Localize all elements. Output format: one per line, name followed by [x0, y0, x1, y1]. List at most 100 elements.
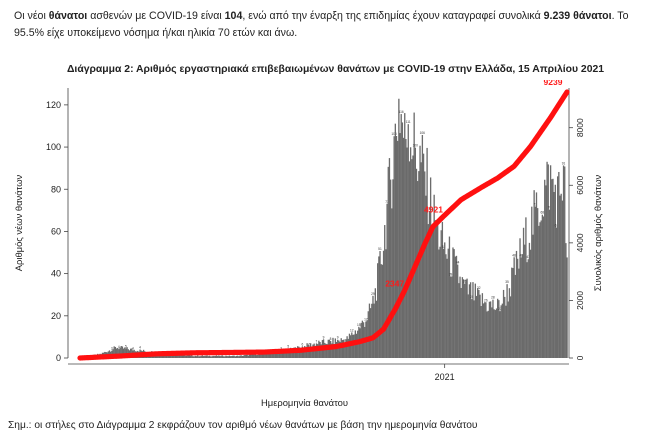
- daily-deaths-bar: [528, 242, 531, 358]
- daily-deaths-bar: [237, 355, 239, 358]
- bar-value-label: 9: [323, 335, 325, 339]
- daily-deaths-bar: [286, 350, 288, 358]
- daily-deaths-bar: [554, 184, 556, 358]
- daily-deaths-bar: [405, 139, 407, 358]
- daily-deaths-bar: [559, 195, 561, 358]
- daily-deaths-bar: [393, 136, 395, 358]
- daily-deaths-bar: [219, 356, 221, 358]
- daily-deaths-bar: [202, 356, 205, 358]
- y2-tick-label: 4000: [575, 233, 585, 252]
- daily-deaths-bar: [445, 254, 447, 358]
- daily-deaths-bar: [268, 353, 271, 358]
- daily-deaths-bar: [512, 268, 514, 358]
- daily-deaths-bar: [228, 355, 231, 358]
- bar-value-label: 111: [406, 120, 411, 124]
- daily-deaths-bar: [372, 295, 374, 358]
- cumulative-deaths-line: [77, 89, 570, 361]
- daily-deaths-bar: [181, 355, 184, 358]
- daily-deaths-bar: [462, 279, 465, 358]
- daily-deaths-bar: [549, 165, 552, 358]
- daily-deaths-bar: [525, 217, 527, 358]
- chart-title: Διάγραμμα 2: Αριθμός εργαστηριακά επιβεβ…: [66, 64, 605, 75]
- daily-deaths-bar: [251, 354, 253, 358]
- daily-deaths-bar: [414, 147, 416, 358]
- daily-deaths-bar: [517, 258, 519, 358]
- daily-deaths-bar: [117, 347, 119, 358]
- daily-deaths-bar: [368, 303, 371, 358]
- daily-deaths-bar: [255, 355, 258, 358]
- daily-deaths-bar: [468, 284, 471, 358]
- daily-deaths-bar: [247, 355, 249, 358]
- y2-tick-label: 2000: [575, 291, 585, 310]
- daily-deaths-bar: [213, 355, 215, 358]
- daily-deaths-bar: [465, 279, 467, 358]
- daily-deaths-bar: [449, 276, 452, 358]
- daily-deaths-bar: [171, 354, 173, 358]
- daily-deaths-bar: [119, 347, 121, 358]
- daily-deaths-bar: [346, 336, 348, 358]
- daily-deaths-bar: [389, 179, 392, 358]
- daily-deaths-bar: [534, 206, 536, 358]
- daily-deaths-bar: [451, 276, 453, 358]
- daily-deaths-bar: [269, 352, 272, 358]
- daily-deaths-bar: [266, 352, 268, 358]
- daily-deaths-bar: [386, 203, 388, 358]
- daily-deaths-bar: [224, 356, 226, 358]
- bar-value-label: 22: [498, 307, 502, 311]
- daily-deaths-bar: [519, 238, 521, 358]
- daily-deaths-bar: [497, 298, 499, 358]
- daily-deaths-bar: [566, 257, 568, 358]
- daily-deaths-bar: [382, 250, 385, 358]
- daily-deaths-bar: [493, 309, 495, 358]
- daily-deaths-bar: [395, 135, 398, 358]
- daily-deaths-bar: [294, 350, 297, 358]
- bar-value-label: 44: [456, 261, 460, 265]
- daily-deaths-bar: [198, 356, 200, 358]
- y-tick-label: 80: [51, 184, 61, 194]
- daily-deaths-bar: [353, 334, 355, 358]
- daily-deaths-bar: [267, 353, 269, 358]
- bar-value-label: 68: [541, 211, 545, 215]
- daily-deaths-bar: [400, 114, 402, 358]
- daily-deaths-bar: [508, 288, 511, 358]
- bar-value-label: 106: [420, 131, 426, 135]
- daily-deaths-bar: [186, 355, 188, 358]
- daily-deaths-bar: [271, 353, 273, 358]
- daily-deaths-bar: [404, 113, 406, 358]
- daily-deaths-bar: [527, 259, 529, 358]
- daily-deaths-bar: [260, 353, 262, 358]
- daily-deaths-bar: [178, 355, 180, 358]
- daily-deaths-bar: [284, 350, 286, 358]
- y-tick-label: 120: [46, 100, 61, 110]
- daily-deaths-bar: [375, 300, 378, 358]
- daily-deaths-bar: [333, 344, 335, 358]
- daily-deaths-bar: [535, 192, 538, 358]
- y2-tick-label: 0: [575, 355, 585, 360]
- daily-deaths-bar: [121, 346, 124, 358]
- daily-deaths-bar: [501, 303, 504, 358]
- daily-deaths-bar: [406, 147, 408, 358]
- daily-deaths-bar: [544, 179, 546, 358]
- daily-deaths-bar: [447, 248, 449, 358]
- daily-deaths-bar: [244, 355, 246, 358]
- daily-deaths-bar: [367, 311, 369, 358]
- daily-deaths-bar: [339, 341, 341, 358]
- daily-deaths-bar: [448, 236, 451, 358]
- bar-value-label: 8: [330, 337, 332, 341]
- daily-deaths-bar: [115, 348, 118, 358]
- daily-deaths-bar: [277, 351, 279, 358]
- bar-value-label: 15: [357, 323, 361, 327]
- daily-deaths-bar: [320, 344, 322, 358]
- daily-deaths-bar: [265, 353, 267, 358]
- daily-deaths-bar: [225, 355, 227, 358]
- daily-deaths-bar: [342, 339, 345, 358]
- daily-deaths-bar: [182, 354, 185, 358]
- daily-deaths-bar: [454, 256, 456, 358]
- daily-deaths-bar: [253, 354, 255, 358]
- daily-deaths-bar: [222, 356, 225, 358]
- daily-deaths-bar: [555, 227, 558, 358]
- daily-deaths-bar: [187, 355, 189, 358]
- bar-value-label: 116: [399, 110, 404, 114]
- daily-deaths-bar: [233, 355, 235, 358]
- x-tick-label: 2021: [435, 372, 455, 382]
